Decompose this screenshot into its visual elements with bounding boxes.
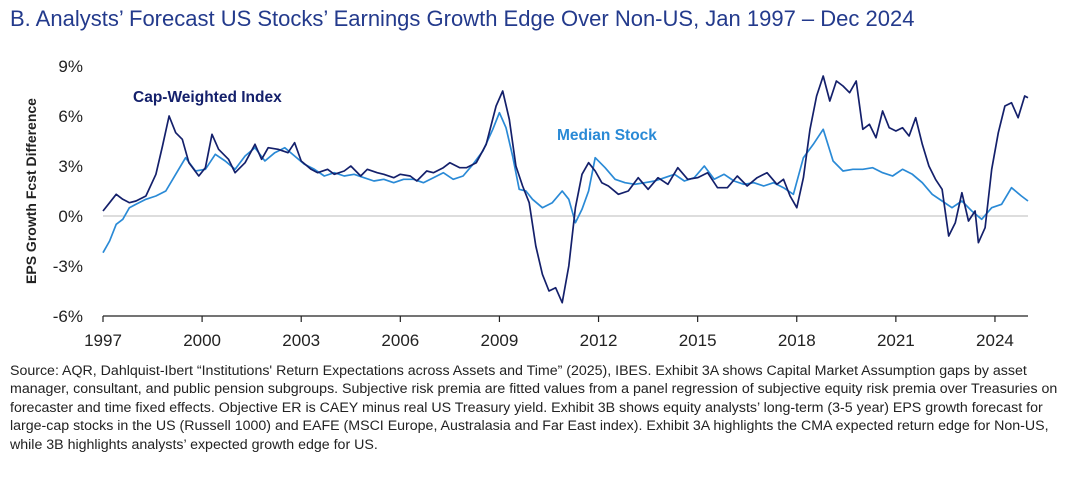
chart-title: B. Analysts’ Forecast US Stocks’ Earning… xyxy=(10,6,915,31)
y-tick-label: 0% xyxy=(58,207,83,226)
x-tick-label: 2024 xyxy=(976,331,1014,350)
y-tick-label: -6% xyxy=(53,307,83,326)
y-axis-label: EPS Growth Fcst Difference xyxy=(23,98,39,284)
series-label-median-stock: Median Stock xyxy=(557,127,657,144)
x-tick-label: 2012 xyxy=(580,331,618,350)
x-tick-label: 2015 xyxy=(679,331,717,350)
x-tick-label: 2000 xyxy=(183,331,221,350)
x-tick-label: 2006 xyxy=(381,331,419,350)
y-tick-label: -3% xyxy=(53,257,83,276)
y-tick-label: 9% xyxy=(58,57,83,76)
x-tick-label: 2003 xyxy=(282,331,320,350)
x-tick-label: 1997 xyxy=(84,331,122,350)
y-tick-label: 3% xyxy=(58,157,83,176)
series-line-cap-weighted xyxy=(102,75,1029,304)
x-tick-label: 2009 xyxy=(481,331,519,350)
source-note: Source: AQR, Dahlquist-Ibert “Institutio… xyxy=(10,363,1058,453)
x-tick-label: 2018 xyxy=(778,331,816,350)
series-label-cap-weighted: Cap-Weighted Index xyxy=(133,89,282,106)
line-chart: -6% -3% 0% 3% 6% 9% 1997 2000 2003 2006 2009 2012 20… xyxy=(23,57,1029,350)
x-tick-label: 2021 xyxy=(877,331,915,350)
y-tick-label: 6% xyxy=(58,107,83,126)
